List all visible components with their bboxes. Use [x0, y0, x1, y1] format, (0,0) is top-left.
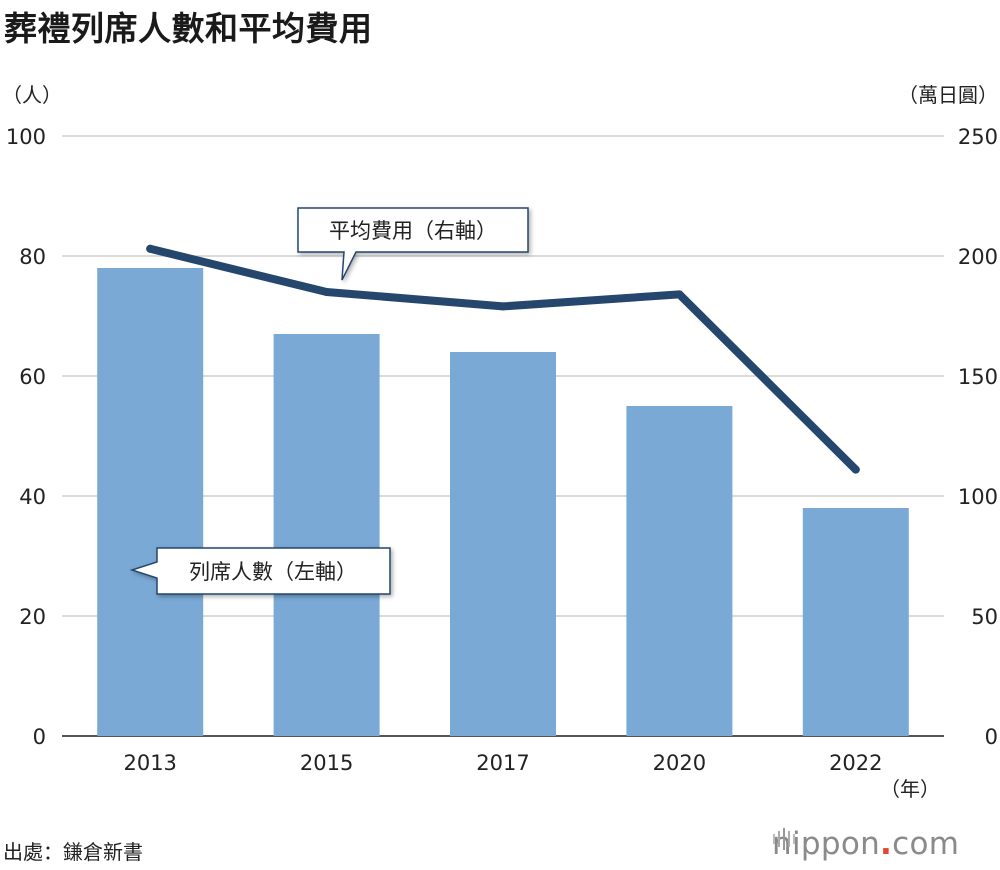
x-tick-label: 2013: [123, 751, 176, 775]
bar: [273, 334, 380, 736]
line-series-callout: 平均費用（右軸）: [297, 207, 529, 281]
x-tick-label: 2017: [476, 751, 529, 775]
source-note: 出處：鎌倉新書: [3, 840, 143, 864]
right-axis-unit: （萬日圓）: [898, 83, 998, 107]
line-point: [322, 288, 331, 296]
line-point: [851, 465, 860, 474]
bar: [802, 508, 909, 736]
logo-tld: com: [892, 826, 960, 862]
line-point: [675, 290, 684, 299]
left-axis-unit: （人）: [2, 83, 62, 107]
bar: [450, 352, 556, 736]
right-tick-label: 50: [971, 605, 998, 629]
left-tick-label: 0: [33, 725, 46, 749]
right-tick-label: 250: [958, 125, 998, 149]
x-tick-label: 2020: [653, 751, 706, 775]
left-tick-label: 100: [6, 125, 46, 149]
line-point: [499, 302, 507, 311]
bar-series-callout: 列席人數（左軸）: [129, 547, 391, 595]
left-tick-label: 20: [19, 605, 46, 629]
right-tick-label: 0: [985, 725, 998, 749]
left-tick-label: 40: [19, 485, 46, 509]
right-tick-label: 100: [958, 485, 998, 509]
right-tick-label: 150: [958, 365, 998, 389]
bar: [97, 268, 204, 736]
chart-title: 葬禮列席人數和平均費用: [4, 9, 373, 48]
left-tick-label: 60: [19, 365, 46, 389]
x-tick-label: 2022: [829, 751, 882, 775]
left-tick-label: 80: [19, 245, 46, 269]
x-axis-unit: （年）: [880, 777, 940, 801]
x-tick-label: 2015: [300, 751, 353, 775]
nippon-logo: nippon.com: [772, 826, 959, 862]
line-series-label: 平均費用（右軸）: [329, 219, 497, 243]
logo-dot: .: [880, 826, 893, 862]
line-point: [146, 244, 155, 253]
bar: [626, 406, 733, 736]
bar-series-label: 列席人數（左軸）: [189, 560, 357, 584]
right-tick-label: 200: [958, 245, 998, 269]
logo-bars-icon: [773, 828, 795, 850]
